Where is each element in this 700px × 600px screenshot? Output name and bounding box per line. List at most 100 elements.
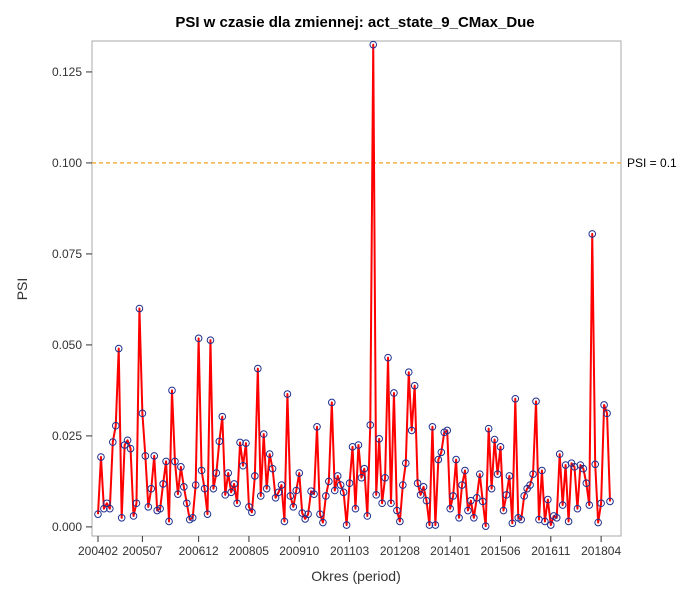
psi-data-point: [200, 484, 209, 493]
psi-data-point: [135, 304, 144, 313]
reference-line-group: PSI = 0.1: [92, 156, 677, 170]
psi-data-point: [547, 521, 555, 529]
psi-data-point: [369, 40, 378, 49]
psi-data-point: [227, 488, 235, 497]
psi-data-point: [230, 480, 238, 488]
psi-data-point: [322, 492, 330, 500]
psi-data-point: [597, 499, 605, 508]
y-tick-label: 0.100: [52, 156, 82, 170]
psi-data-point: [366, 421, 375, 429]
psi-data-point: [582, 479, 591, 488]
psi-data-point: [455, 514, 463, 522]
x-tick-label: 200507: [122, 544, 162, 558]
plot-frame: [91, 40, 622, 537]
psi-data-point: [236, 438, 244, 447]
psi-data-point: [336, 481, 345, 489]
psi-data-point: [132, 499, 141, 508]
psi-data-point: [410, 381, 419, 390]
psi-data-point: [526, 481, 534, 489]
psi-data-point: [328, 398, 336, 407]
psi-data-point: [251, 472, 259, 480]
psi-data-point: [117, 514, 126, 522]
x-tick-label: 201401: [430, 544, 470, 558]
psi-data-point: [224, 469, 233, 477]
psi-data-point: [180, 483, 188, 491]
psi-data-point: [330, 486, 339, 495]
psi-data-point: [384, 353, 392, 362]
x-tick-label: 200805: [229, 544, 269, 558]
psi-data-point: [591, 460, 600, 469]
psi-data-point: [505, 472, 514, 480]
psi-data-point: [256, 492, 265, 500]
psi-data-point: [564, 517, 573, 526]
x-tick-label: 201611: [531, 544, 570, 558]
psi-data-point: [396, 517, 404, 526]
psi-data-point: [162, 457, 170, 466]
psi-data-point: [470, 514, 478, 522]
x-tick-label: 201103: [330, 544, 369, 558]
psi-data-point: [600, 401, 608, 409]
psi-data-point: [360, 464, 369, 473]
psi-data-point: [174, 490, 182, 498]
psi-data-point: [203, 510, 212, 518]
psi-data-point: [428, 423, 437, 431]
psi-data-point: [425, 521, 434, 529]
psi-data-point: [520, 492, 528, 500]
psi-data-point: [499, 506, 508, 515]
psi-data-point: [144, 503, 153, 511]
psi-data-point: [603, 409, 611, 418]
psi-data-point: [333, 472, 342, 480]
psi-data-point: [313, 423, 321, 431]
psi-data-point: [277, 481, 286, 489]
psi-data-point: [538, 466, 546, 475]
x-tick-label: 201804: [581, 544, 621, 558]
psi-data-point: [316, 510, 324, 518]
psi-data-point: [138, 409, 147, 418]
psi-data-point: [461, 466, 469, 475]
psi-series: [94, 40, 614, 530]
x-tick-label: 200612: [179, 544, 219, 558]
x-tick-label: 200910: [279, 544, 319, 558]
chart-title: PSI w czasie dla zmiennej: act_state_9_C…: [175, 14, 534, 31]
psi-data-point: [259, 430, 268, 438]
psi-data-point: [431, 521, 440, 529]
psi-data-point: [215, 437, 224, 446]
psi-data-point: [508, 519, 517, 528]
psi-data-point: [473, 493, 481, 502]
psi-data-point: [97, 453, 105, 461]
y-axis-title: PSI: [14, 278, 30, 301]
psi-data-point: [464, 506, 472, 515]
psi-data-point: [212, 469, 221, 477]
psi-data-point: [407, 426, 416, 435]
psi-data-point: [159, 480, 167, 488]
psi-data-point: [233, 499, 241, 508]
psi-data-point: [541, 517, 549, 526]
psi-data-point: [452, 455, 460, 464]
psi-data-point: [387, 499, 395, 508]
psi-data-point: [111, 421, 120, 430]
y-tick-label: 0.000: [52, 520, 82, 534]
psi-data-point: [390, 389, 398, 397]
psi-data-point: [493, 470, 502, 478]
psi-data-point: [319, 518, 327, 527]
psi-data-point: [478, 497, 487, 506]
psi-data-point: [594, 518, 602, 527]
psi-data-point: [268, 464, 277, 473]
psi-data-point: [437, 448, 446, 457]
psi-data-point: [529, 470, 537, 478]
psi-data-point: [585, 501, 594, 509]
psi-data-point: [123, 436, 132, 445]
psi-data-point: [345, 479, 354, 488]
psi-data-point: [381, 473, 389, 482]
psi-data-point: [511, 394, 520, 403]
psi-data-point: [191, 481, 200, 489]
psi-data-point: [532, 397, 540, 406]
reference-line-label: PSI = 0.1: [627, 156, 677, 170]
psi-data-point: [558, 501, 567, 509]
y-tick-label: 0.025: [52, 429, 82, 443]
psi-data-point: [209, 484, 218, 493]
y-tick-label: 0.125: [52, 65, 82, 79]
psi-data-point: [401, 459, 410, 468]
psi-data-point: [171, 457, 179, 466]
